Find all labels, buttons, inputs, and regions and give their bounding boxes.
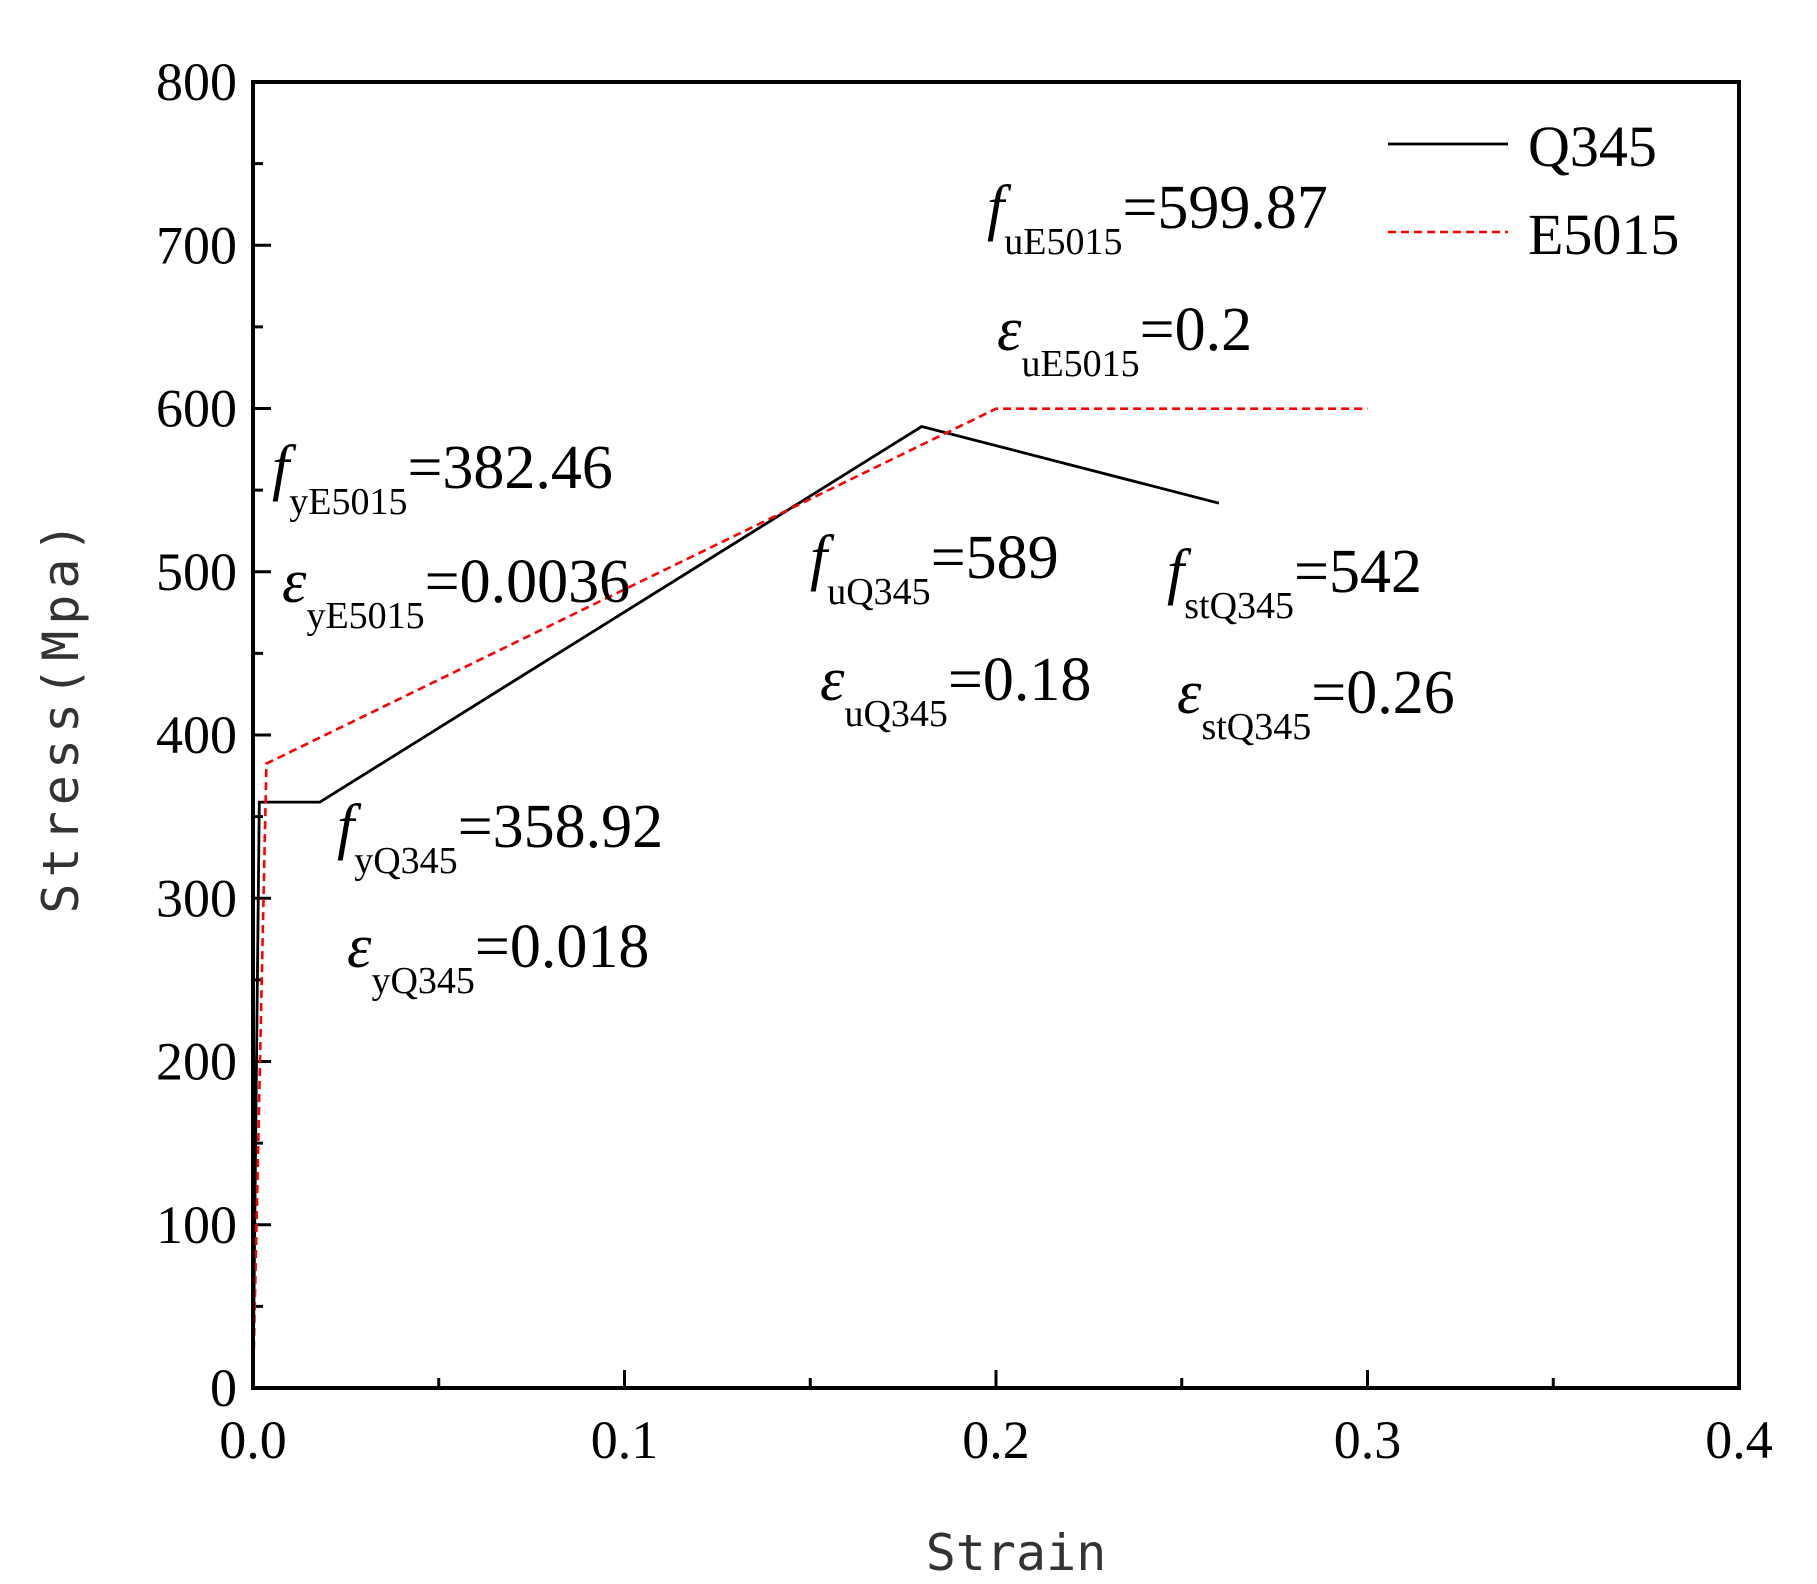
y-axis-title: Stress(Mpa) — [32, 516, 90, 913]
axis-ticks — [251, 80, 1741, 1390]
data-series — [251, 407, 1368, 1389]
y-tick-label: 800 — [156, 52, 237, 112]
x-tick-label: 0.2 — [962, 1410, 1030, 1470]
y-tick-label: 700 — [156, 215, 237, 275]
y-tick-label: 500 — [156, 542, 237, 602]
legend: Q345 E5015 — [1388, 114, 1679, 267]
annotation-label: fyE5015=382.46 — [272, 434, 613, 523]
y-tick-label: 300 — [156, 868, 237, 928]
annotation-label: εyE5015=0.0036 — [282, 548, 630, 637]
annotation-label: εuE5015=0.2 — [997, 296, 1252, 385]
annotation-label: fyQ345=358.92 — [337, 793, 663, 882]
annotation-label: εuQ345=0.18 — [820, 646, 1091, 735]
annotation-label: εyQ345=0.018 — [347, 913, 649, 1002]
plot-frame — [251, 80, 1741, 1390]
x-tick-label: 0.3 — [1334, 1410, 1402, 1470]
point-annotations: fyE5015=382.46 εyE5015=0.0036 fyQ345=358.9… — [272, 174, 1455, 1002]
y-tick-label: 400 — [156, 705, 237, 765]
legend-label-e5015: E5015 — [1528, 202, 1679, 267]
x-tick-label: 0.4 — [1705, 1410, 1773, 1470]
x-tick-label: 0.0 — [219, 1410, 287, 1470]
annotation-label: fuQ345=589 — [810, 524, 1059, 613]
x-axis-title: Strain — [926, 1524, 1107, 1582]
x-tick-label: 0.1 — [591, 1410, 659, 1470]
annotation-label: fstQ345=542 — [1167, 538, 1422, 627]
series-line-e5015 — [251, 407, 1368, 1389]
axis-tick-labels: 0.0 0.1 0.2 0.3 0.4 0 100 200 300 400 500 600 700 800 — [156, 52, 1773, 1470]
y-tick-label: 0 — [210, 1358, 237, 1418]
annotation-label: εstQ345=0.26 — [1177, 659, 1455, 748]
annotation-label: fuE5015=599.87 — [987, 174, 1328, 263]
series-line-q345 — [251, 424, 1220, 1389]
legend-label-q345: Q345 — [1528, 114, 1657, 179]
y-tick-label: 100 — [156, 1195, 237, 1255]
y-tick-label: 200 — [156, 1032, 237, 1092]
y-tick-label: 600 — [156, 379, 237, 439]
